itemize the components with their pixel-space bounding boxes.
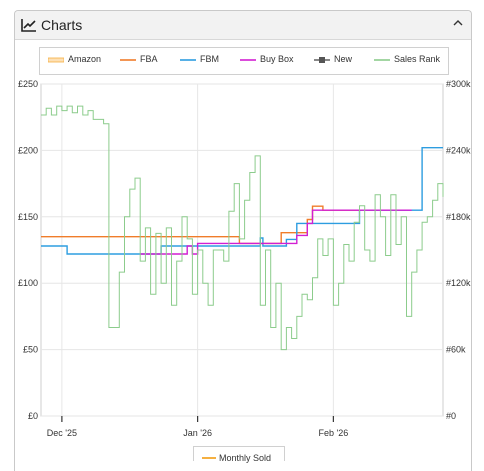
legend-item-buy-box[interactable]: Buy Box xyxy=(240,54,294,64)
legend-item-new[interactable]: New xyxy=(314,54,352,64)
legend-label-new: New xyxy=(334,54,353,64)
chart-legend: Amazon FBA FBM Buy Box New Sales Rank xyxy=(39,47,449,75)
y-left-tick-label: £200 xyxy=(18,145,38,155)
legend-label-amazon: Amazon xyxy=(68,54,102,64)
legend-label-sales-rank: Sales Rank xyxy=(394,54,441,64)
legend-item-sales-rank[interactable]: Sales Rank xyxy=(374,54,440,64)
x-tick-label: Dec '25 xyxy=(47,428,77,438)
y-right-tick-label: #300k xyxy=(446,79,471,89)
y-right-tick-label: #120k xyxy=(446,278,471,288)
panel-title: Charts xyxy=(41,17,83,33)
charts-panel-header[interactable]: Charts xyxy=(15,11,471,40)
legend-item-fbm[interactable]: FBM xyxy=(180,54,219,64)
line-chart-icon xyxy=(21,19,36,32)
y-left-tick-label: £0 xyxy=(28,411,38,421)
buy-box-swatch-icon xyxy=(240,58,256,61)
price-history-chart[interactable]: £0 £50 £100 £150 £200 £250 #0 #60k #120k #180k #24… xyxy=(0,0,484,446)
series-line-sales-rank xyxy=(41,105,444,351)
fba-swatch-icon xyxy=(120,58,136,61)
new-marker-icon xyxy=(314,56,330,63)
monthly-sold-label: Monthly Sold xyxy=(219,453,272,463)
chevron-up-icon[interactable] xyxy=(451,16,465,30)
y-left-tick-label: £150 xyxy=(18,212,38,222)
legend-label-fba: FBA xyxy=(140,54,158,64)
y-left-tick-label: £50 xyxy=(23,345,38,355)
legend-label-fbm: FBM xyxy=(200,54,219,64)
legend-item-amazon[interactable]: Amazon xyxy=(47,54,102,64)
y-left-tick-label: £100 xyxy=(18,278,38,288)
y-right-tick-label: #180k xyxy=(446,212,471,222)
legend-label-buy-box: Buy Box xyxy=(260,54,294,64)
monthly-sold-swatch-icon xyxy=(202,457,216,459)
legend-item-fba[interactable]: FBA xyxy=(120,54,158,64)
y-left-tick-label: £250 xyxy=(18,79,38,89)
x-tick-label: Feb '26 xyxy=(318,428,348,438)
x-tick-label: Jan '26 xyxy=(183,428,212,438)
monthly-sold-legend[interactable]: Monthly Sold xyxy=(193,446,285,463)
y-right-tick-label: #0 xyxy=(446,411,456,421)
y-right-tick-label: #240k xyxy=(446,145,471,155)
plot-area xyxy=(40,83,444,417)
series-line-buy-box xyxy=(140,209,412,255)
y-right-tick-label: #60k xyxy=(446,345,466,355)
fbm-swatch-icon xyxy=(180,58,196,61)
sales-rank-swatch-icon xyxy=(374,58,390,61)
